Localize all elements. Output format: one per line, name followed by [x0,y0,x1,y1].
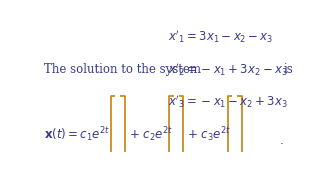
Text: $x'_3 = -x_1 - x_2 + 3x_3$: $x'_3 = -x_1 - x_2 + 3x_3$ [168,94,288,110]
Text: $\mathbf{x}(t) = c_1 e^{2t}$: $\mathbf{x}(t) = c_1 e^{2t}$ [44,126,110,144]
Text: $+ \ c_2 e^{2t}$: $+ \ c_2 e^{2t}$ [129,126,173,144]
Text: $.$: $.$ [279,134,283,147]
Text: $x'_1 = 3x_1 - x_2 - x_3$: $x'_1 = 3x_1 - x_2 - x_3$ [168,28,274,45]
Text: $+ \ c_3 e^{2t}$: $+ \ c_3 e^{2t}$ [187,126,231,144]
Text: $x'_2 = -x_1 + 3x_2 - x_3$: $x'_2 = -x_1 + 3x_2 - x_3$ [168,61,288,77]
Text: is: is [284,63,294,76]
Text: The solution to the system: The solution to the system [44,63,200,76]
